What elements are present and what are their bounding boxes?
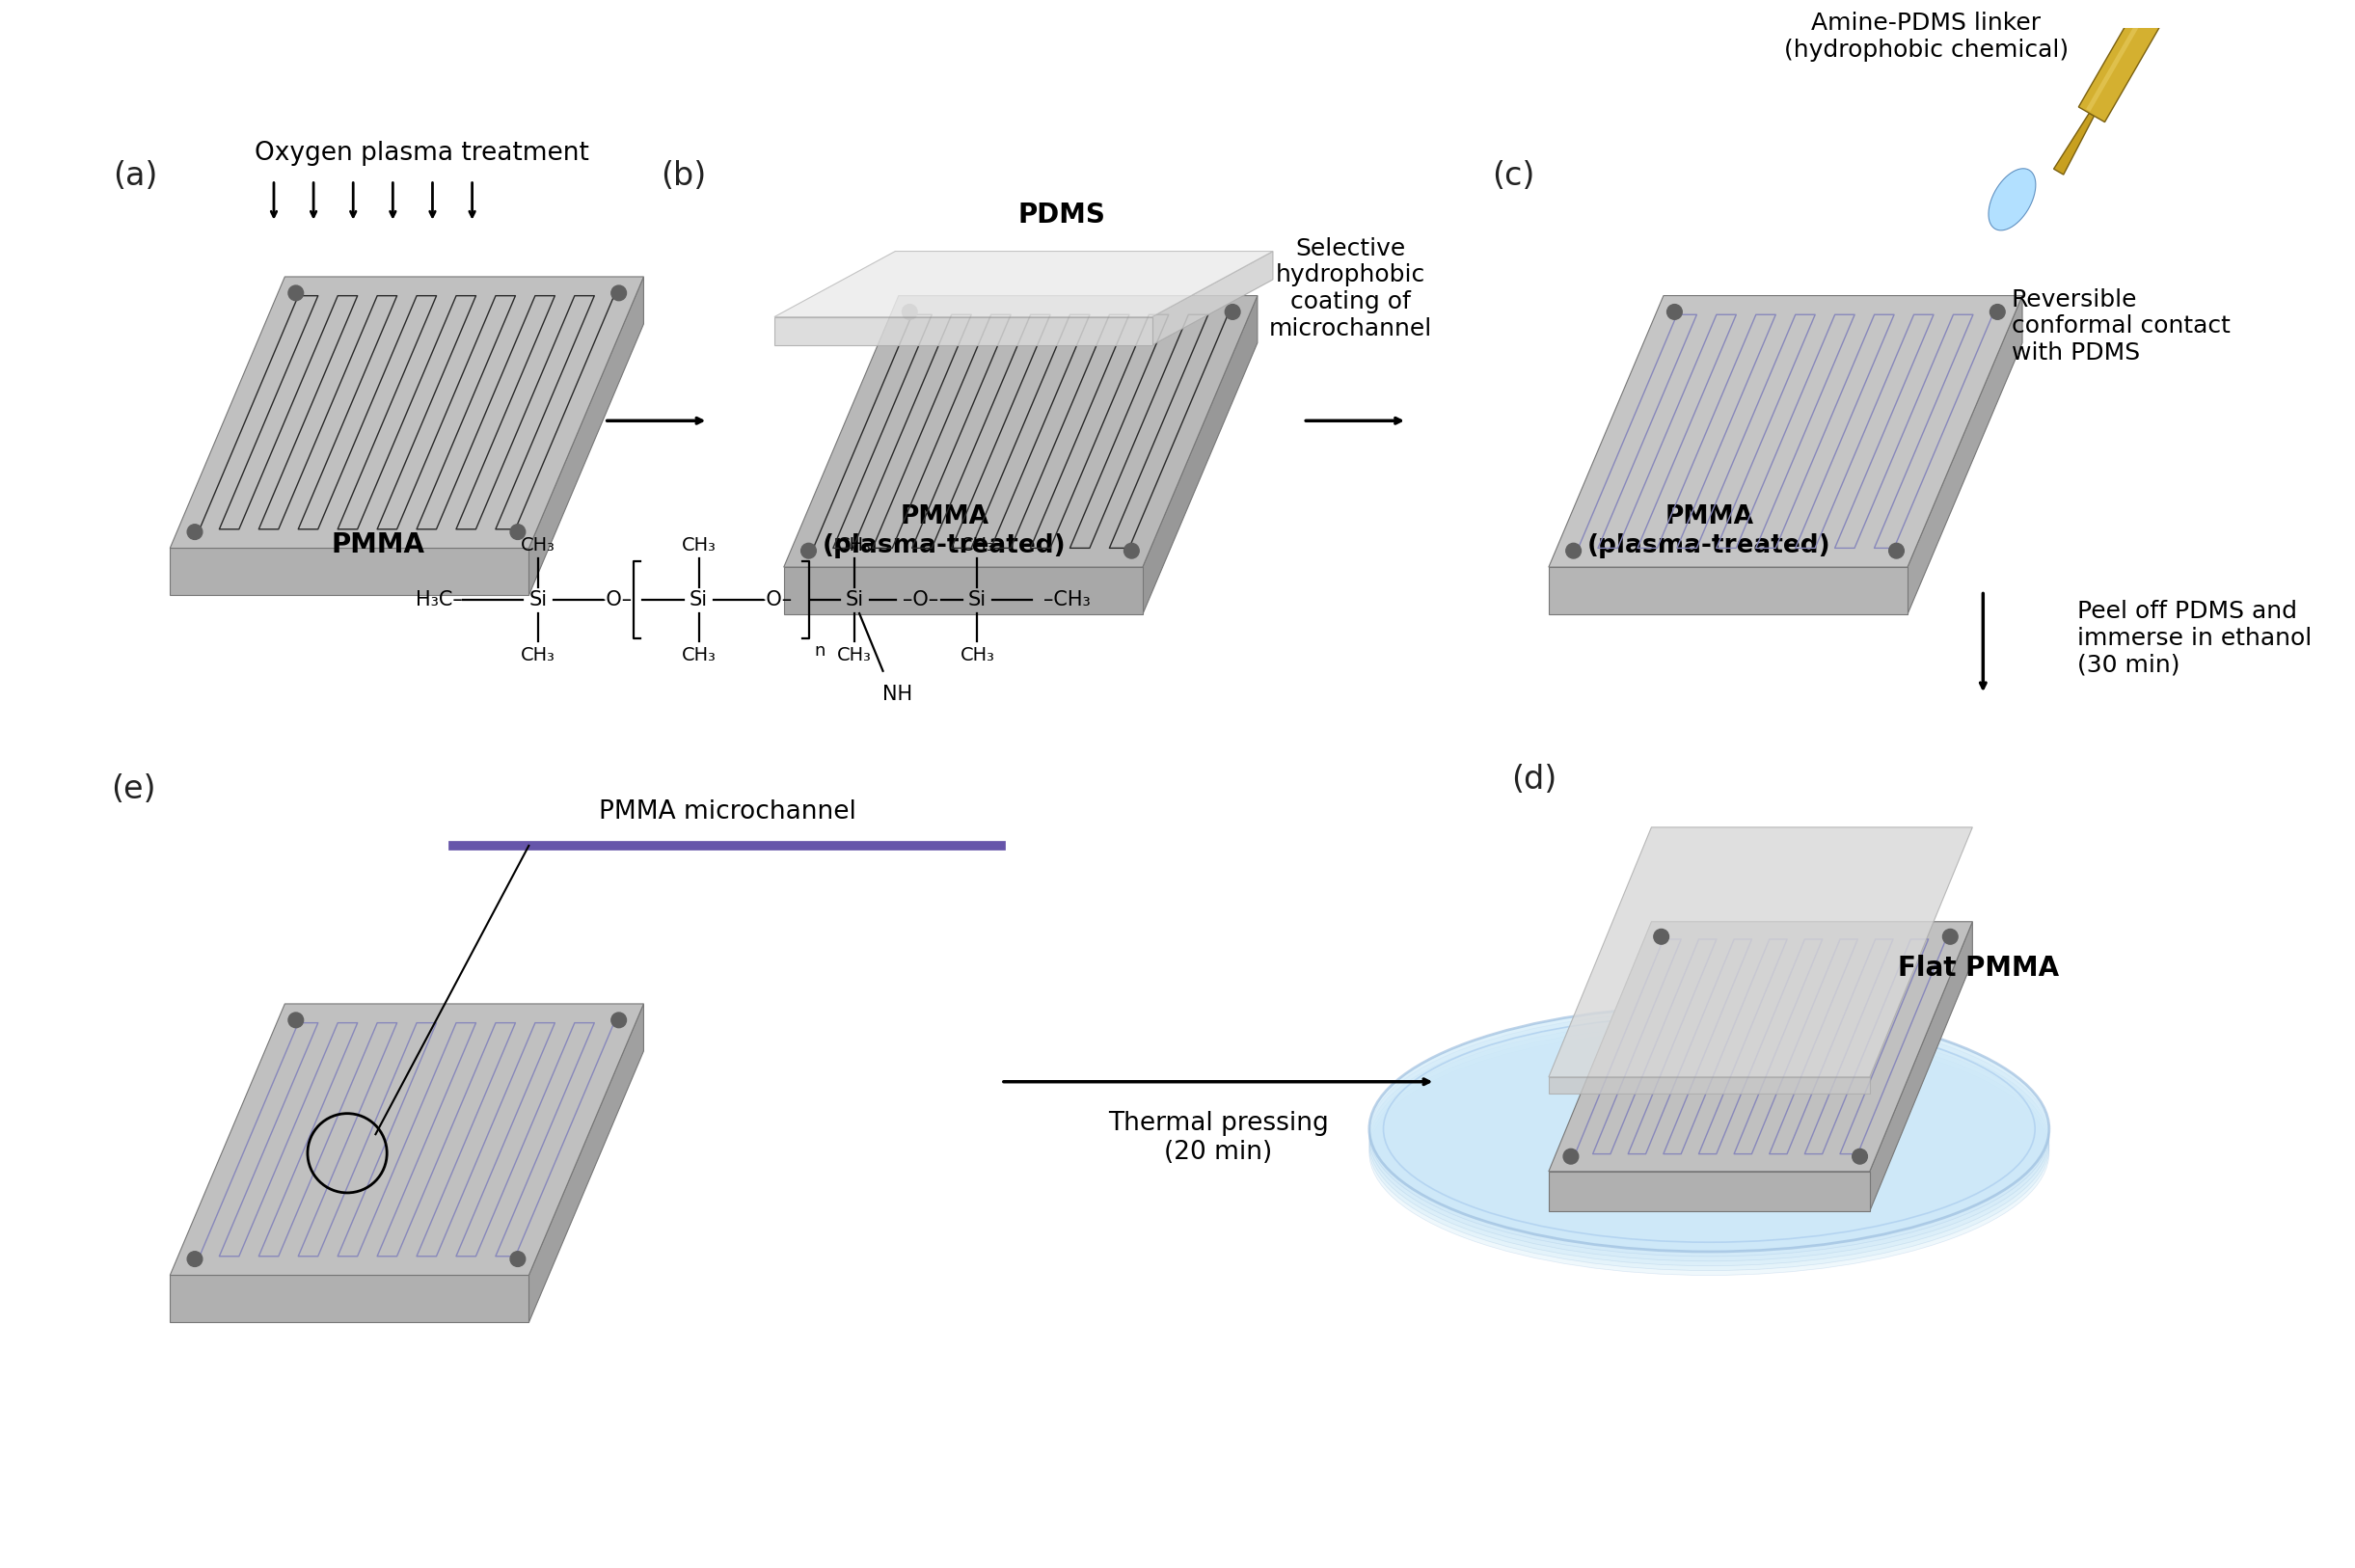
Ellipse shape	[1368, 1016, 2049, 1261]
Polygon shape	[1908, 296, 2023, 615]
Circle shape	[511, 524, 525, 539]
Circle shape	[287, 285, 304, 301]
Text: CH₃: CH₃	[838, 536, 871, 555]
Polygon shape	[1550, 296, 2023, 568]
Polygon shape	[784, 296, 1258, 568]
Text: Peel off PDMS and
immerse in ethanol
(30 min): Peel off PDMS and immerse in ethanol (30…	[2077, 599, 2313, 676]
Ellipse shape	[1368, 1011, 2049, 1256]
Text: PMMA
(plasma-treated): PMMA (plasma-treated)	[1587, 505, 1832, 558]
Text: Si: Si	[968, 591, 987, 610]
Text: CH₃: CH₃	[520, 646, 556, 665]
Text: PMMA: PMMA	[332, 532, 424, 558]
Polygon shape	[1550, 1077, 1870, 1094]
Polygon shape	[2079, 0, 2171, 122]
Circle shape	[1943, 930, 1957, 944]
Text: PMMA
(plasma-treated): PMMA (plasma-treated)	[822, 505, 1067, 558]
Circle shape	[612, 1013, 626, 1027]
Text: (a): (a)	[113, 160, 158, 191]
Text: CH₃: CH₃	[681, 646, 716, 665]
Text: Si: Si	[530, 591, 546, 610]
Polygon shape	[1550, 922, 1973, 1171]
Polygon shape	[784, 568, 1142, 615]
Text: –O–: –O–	[902, 591, 940, 610]
Circle shape	[1853, 1149, 1868, 1163]
Text: Oxygen plasma treatment: Oxygen plasma treatment	[254, 141, 589, 166]
Text: n: n	[815, 643, 824, 660]
Text: Si: Si	[690, 591, 709, 610]
Text: CH₃: CH₃	[681, 536, 716, 555]
Text: (d): (d)	[1512, 764, 1557, 795]
Ellipse shape	[1368, 1025, 2049, 1270]
Polygon shape	[1870, 922, 1973, 1210]
Circle shape	[188, 524, 203, 539]
Text: (b): (b)	[662, 160, 706, 191]
Polygon shape	[530, 1004, 643, 1322]
Text: CH₃: CH₃	[961, 536, 994, 555]
Polygon shape	[2087, 0, 2155, 111]
Polygon shape	[1550, 1171, 1870, 1210]
Circle shape	[1564, 1149, 1578, 1163]
Text: Selective
hydrophobic
coating of
microchannel: Selective hydrophobic coating of microch…	[1269, 237, 1432, 340]
Text: Amine-PDMS linker
(hydrophobic chemical): Amine-PDMS linker (hydrophobic chemical)	[1785, 13, 2068, 61]
Circle shape	[801, 543, 817, 558]
Polygon shape	[170, 1004, 643, 1275]
Text: –O–: –O–	[756, 591, 791, 610]
Ellipse shape	[1368, 1021, 2049, 1265]
Ellipse shape	[1368, 1007, 2049, 1251]
Polygon shape	[530, 276, 643, 596]
Circle shape	[287, 1013, 304, 1027]
Text: NH: NH	[883, 685, 911, 704]
Polygon shape	[1142, 296, 1258, 615]
Polygon shape	[170, 549, 530, 596]
Circle shape	[1990, 304, 2004, 320]
Text: Si: Si	[845, 591, 864, 610]
Text: CH₃: CH₃	[838, 646, 871, 665]
Polygon shape	[1988, 168, 2035, 230]
Text: H₃C–: H₃C–	[417, 591, 462, 610]
Polygon shape	[170, 276, 643, 549]
Circle shape	[188, 1251, 203, 1267]
Circle shape	[1566, 543, 1580, 558]
Polygon shape	[2054, 113, 2094, 174]
Polygon shape	[1550, 568, 1908, 615]
Circle shape	[1123, 543, 1140, 558]
Text: PDMS: PDMS	[1017, 201, 1104, 229]
Text: Flat PMMA: Flat PMMA	[1898, 955, 2058, 982]
Polygon shape	[775, 251, 1274, 317]
Circle shape	[902, 304, 916, 320]
Circle shape	[1889, 543, 1903, 558]
Text: CH₃: CH₃	[961, 646, 994, 665]
Circle shape	[511, 1251, 525, 1267]
Text: (c): (c)	[1493, 160, 1535, 191]
Ellipse shape	[1368, 1030, 2049, 1275]
Circle shape	[1667, 304, 1681, 320]
Text: –CH₃: –CH₃	[1043, 591, 1090, 610]
Text: PMMA microchannel: PMMA microchannel	[598, 800, 855, 825]
Text: Reversible
conformal contact
with PDMS: Reversible conformal contact with PDMS	[2011, 289, 2230, 365]
Polygon shape	[775, 317, 1152, 345]
Polygon shape	[1550, 828, 1973, 1077]
Text: –O–: –O–	[596, 591, 631, 610]
Polygon shape	[170, 1275, 530, 1322]
Circle shape	[612, 285, 626, 301]
Text: Thermal pressing
(20 min): Thermal pressing (20 min)	[1107, 1112, 1328, 1165]
Circle shape	[1225, 304, 1241, 320]
Polygon shape	[1152, 251, 1274, 345]
Text: (e): (e)	[111, 773, 155, 806]
Text: CH₃: CH₃	[520, 536, 556, 555]
Circle shape	[1653, 930, 1670, 944]
